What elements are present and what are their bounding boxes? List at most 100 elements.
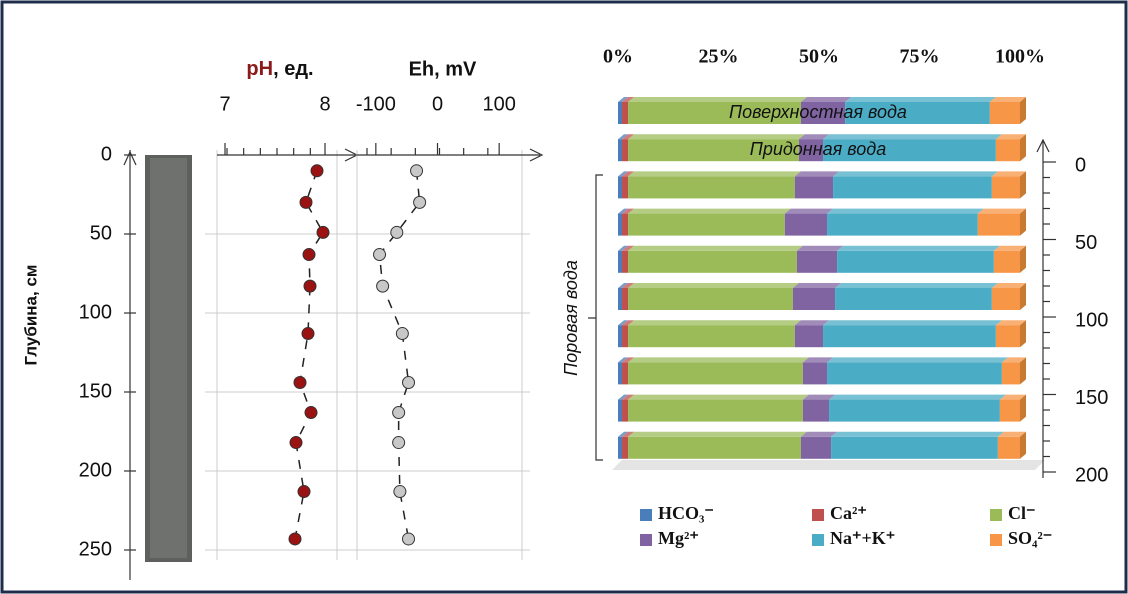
x-tick-label: 100% bbox=[995, 46, 1045, 68]
bar-top bbox=[829, 395, 1006, 400]
point bbox=[303, 249, 315, 261]
point bbox=[391, 226, 403, 238]
point bbox=[302, 328, 314, 340]
bar bbox=[795, 176, 833, 198]
y2-tick-label: 0 bbox=[1075, 154, 1086, 176]
y-axis-title: Глубина, см bbox=[21, 265, 40, 366]
y-tick-label: 50 bbox=[90, 222, 112, 244]
bar bbox=[618, 251, 622, 273]
y-tick-label: 200 bbox=[79, 459, 112, 481]
bar bbox=[992, 288, 1020, 310]
bar bbox=[628, 214, 785, 236]
bar-top bbox=[992, 171, 1026, 176]
bar bbox=[823, 325, 996, 347]
bar bbox=[992, 176, 1020, 198]
bar-top bbox=[797, 246, 843, 251]
x-tick-label: 0% bbox=[603, 46, 633, 68]
point bbox=[311, 165, 323, 177]
bar-top bbox=[628, 246, 803, 251]
bar-top bbox=[837, 246, 1000, 251]
bar-top bbox=[833, 171, 998, 176]
legend-label: Mg²⁺ bbox=[658, 528, 699, 548]
point bbox=[298, 486, 310, 498]
bar bbox=[795, 325, 823, 347]
bar bbox=[622, 251, 628, 273]
bar bbox=[996, 139, 1020, 161]
legend-label: HCO₃⁻ bbox=[658, 503, 714, 523]
bar bbox=[622, 139, 628, 161]
bar bbox=[829, 400, 1000, 422]
bar bbox=[618, 400, 622, 422]
point bbox=[294, 377, 306, 389]
bar bbox=[618, 214, 622, 236]
y2-tick-label: 50 bbox=[1075, 232, 1097, 254]
y2-tick-label: 100 bbox=[1075, 309, 1108, 331]
y-tick-label: 250 bbox=[79, 538, 112, 560]
point bbox=[393, 437, 405, 449]
bar bbox=[622, 214, 628, 236]
bar bbox=[628, 325, 795, 347]
bar bbox=[622, 102, 628, 124]
legend-swatch bbox=[812, 509, 824, 521]
bar bbox=[996, 325, 1020, 347]
bar bbox=[618, 325, 622, 347]
bar bbox=[618, 288, 622, 310]
bar bbox=[827, 214, 978, 236]
bar bbox=[622, 362, 628, 384]
bar-top bbox=[628, 209, 791, 214]
y-tick-label: 0 bbox=[101, 143, 112, 165]
bar-top bbox=[827, 357, 1008, 362]
point bbox=[414, 196, 426, 208]
bar bbox=[797, 251, 837, 273]
legend-swatch bbox=[640, 509, 652, 521]
bar bbox=[618, 139, 622, 161]
y-tick-label: 150 bbox=[79, 380, 112, 402]
point bbox=[411, 165, 423, 177]
bar bbox=[628, 400, 803, 422]
bar bbox=[628, 176, 795, 198]
bar bbox=[994, 251, 1020, 273]
y2-tick-label: 200 bbox=[1075, 464, 1108, 486]
bar-top bbox=[823, 320, 1002, 325]
point bbox=[393, 407, 405, 419]
legend-label: Cl⁻ bbox=[1008, 503, 1036, 523]
bar-top bbox=[990, 97, 1026, 102]
annotation: Поровая вода bbox=[561, 260, 581, 376]
bar bbox=[622, 325, 628, 347]
bar-top bbox=[992, 283, 1026, 288]
bar bbox=[628, 251, 797, 273]
x-tick-label: 75% bbox=[900, 46, 940, 68]
point bbox=[396, 328, 408, 340]
bar-top bbox=[628, 320, 801, 325]
bar-top bbox=[801, 432, 837, 437]
bar bbox=[803, 362, 827, 384]
x-tick-label: 100 bbox=[482, 93, 515, 115]
y2-tick-label: 150 bbox=[1075, 387, 1108, 409]
bar-top bbox=[628, 357, 809, 362]
point bbox=[304, 280, 316, 292]
bar bbox=[837, 251, 994, 273]
bar bbox=[618, 102, 622, 124]
point bbox=[289, 533, 301, 545]
bar bbox=[628, 362, 803, 384]
bar-top bbox=[628, 171, 801, 176]
bar bbox=[618, 362, 622, 384]
x-tick-label: -100 bbox=[356, 93, 396, 115]
legend-swatch bbox=[990, 534, 1002, 546]
point bbox=[377, 280, 389, 292]
legend-label: Na⁺+K⁺ bbox=[830, 528, 895, 548]
bar-top bbox=[831, 432, 1004, 437]
bar-top bbox=[628, 395, 809, 400]
bar-top bbox=[785, 209, 833, 214]
bar-top bbox=[978, 209, 1026, 214]
bar bbox=[1000, 400, 1020, 422]
bar bbox=[990, 102, 1020, 124]
panel-title: pH, ед. bbox=[246, 58, 313, 80]
bar bbox=[622, 288, 628, 310]
figure: 050100150200250Глубина, см78pH, ед.-1000… bbox=[0, 0, 1128, 594]
category-label: Поверхностная вода bbox=[729, 102, 907, 122]
bar bbox=[618, 176, 622, 198]
point bbox=[317, 226, 329, 238]
bar-top bbox=[827, 209, 984, 214]
bar bbox=[622, 400, 628, 422]
